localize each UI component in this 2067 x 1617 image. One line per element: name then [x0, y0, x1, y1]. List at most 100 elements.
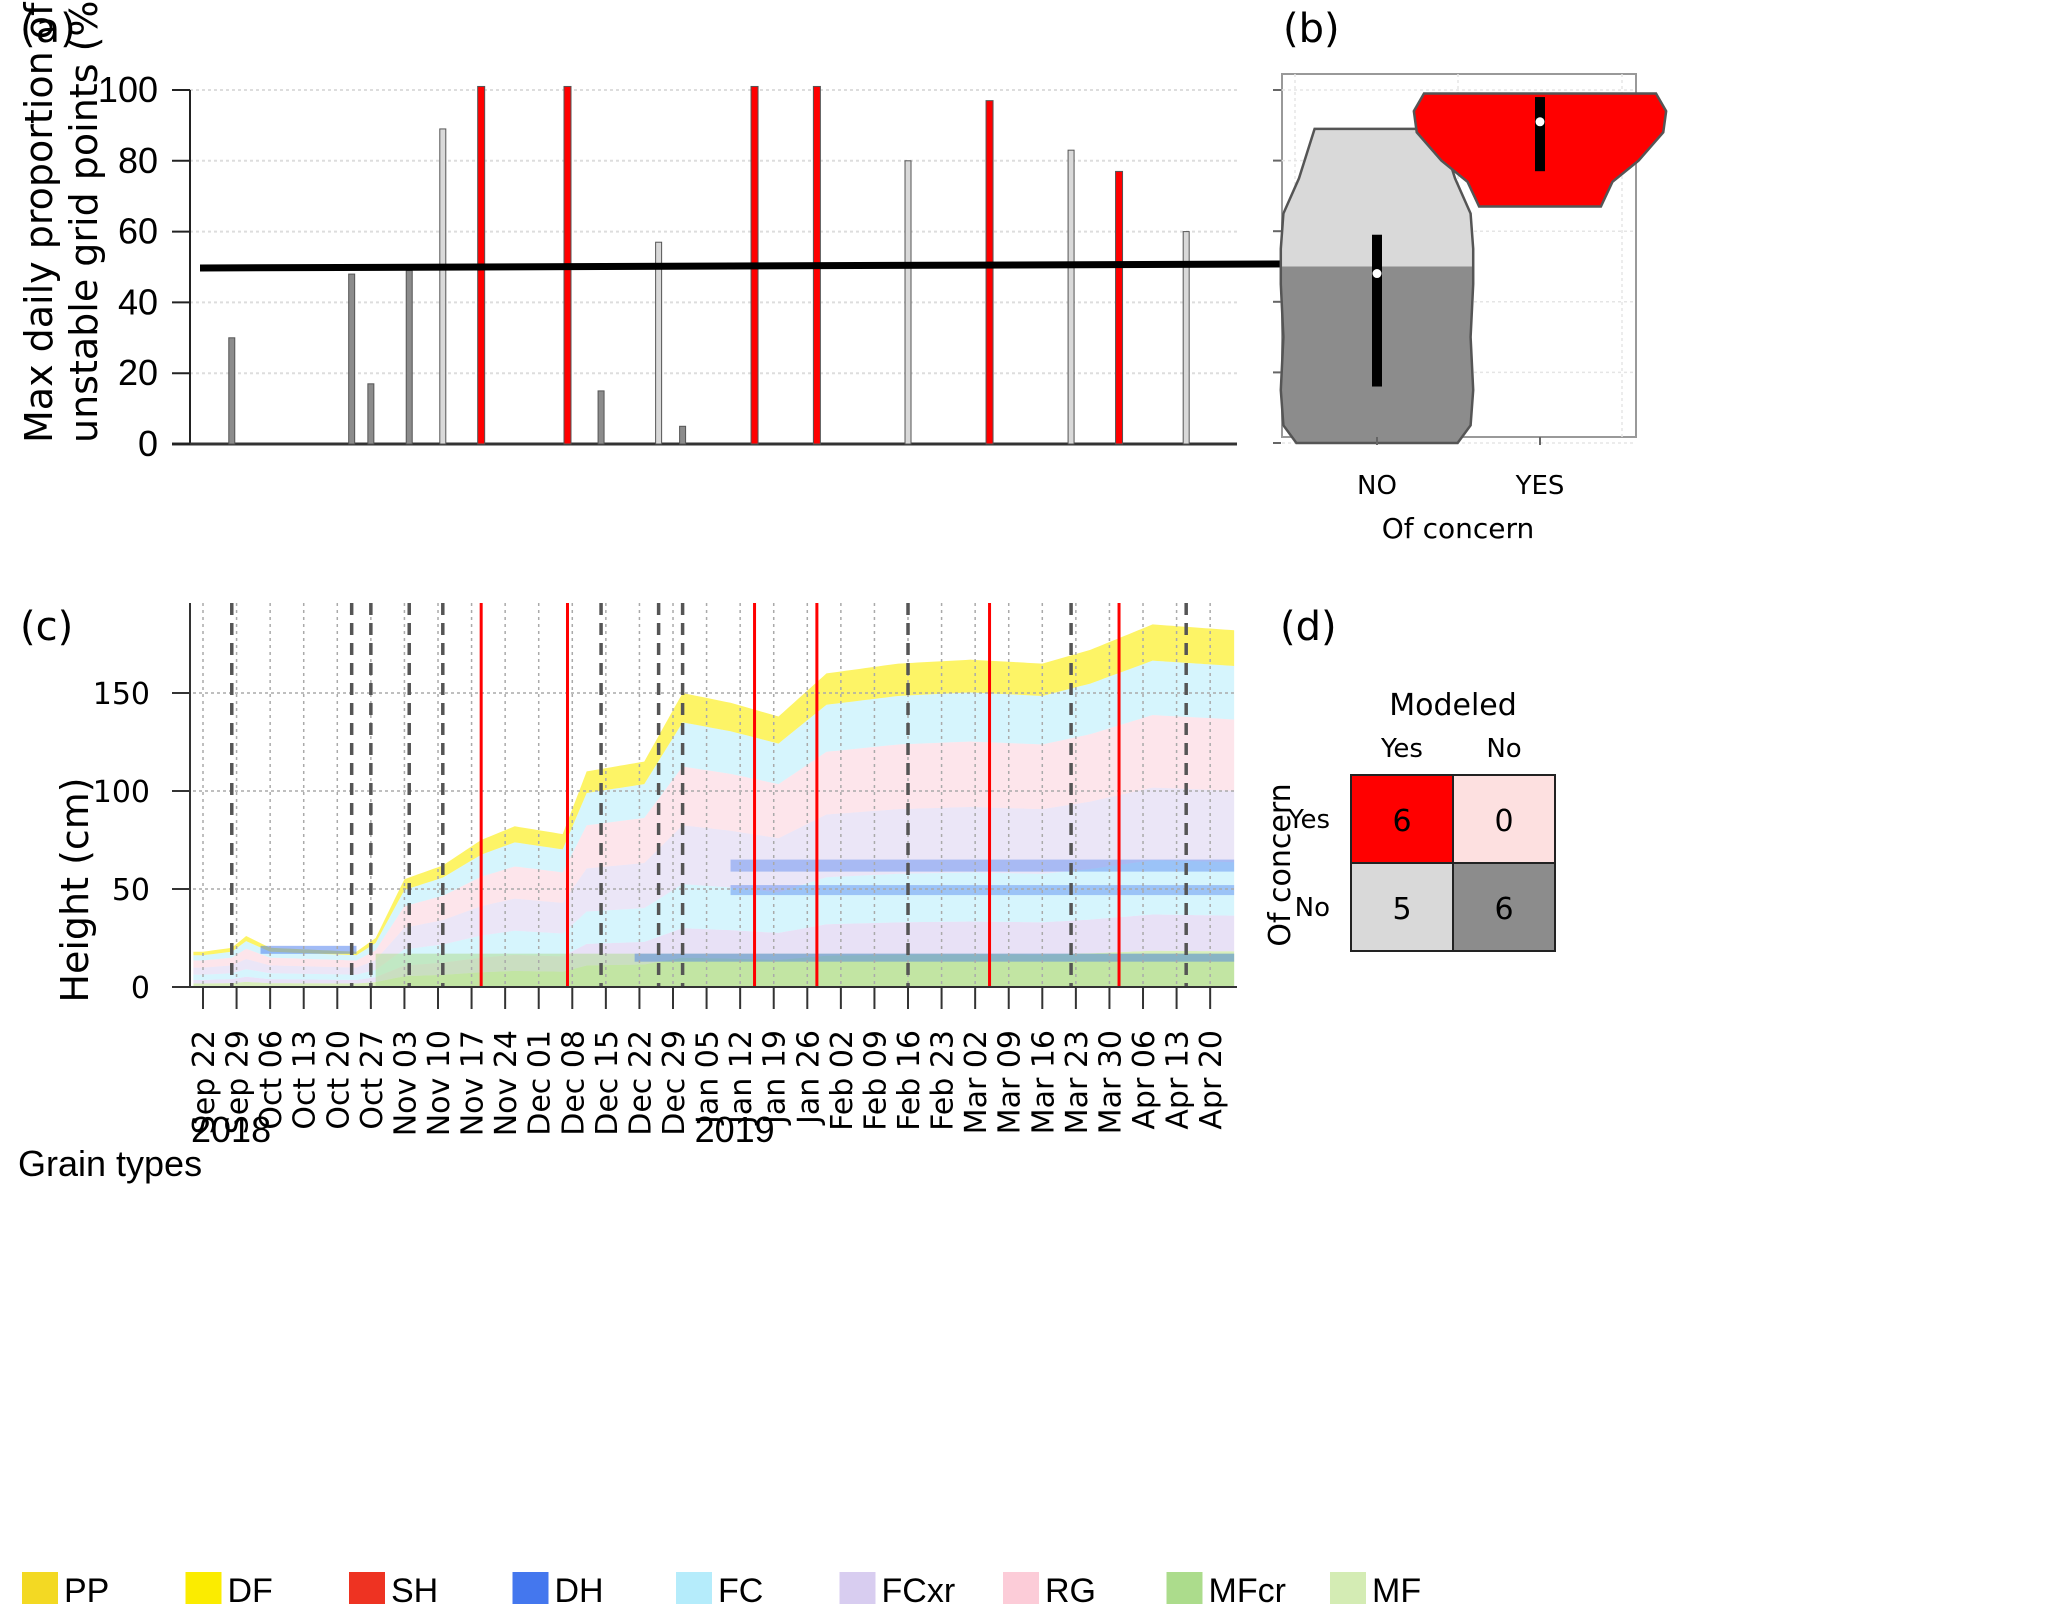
- snow-layer: [193, 624, 1235, 956]
- panel-c-xtick-label: Dec 29: [657, 1030, 692, 1136]
- matrix-cell: [1452, 862, 1556, 952]
- panel-a-ytick-label: 40: [118, 281, 158, 322]
- panel-c-xtick-label: Feb 16: [892, 1030, 927, 1131]
- matrix-cell-value: 6: [1494, 892, 1513, 927]
- legend-swatch-dh: [512, 1572, 549, 1604]
- panel-c-xtick-label: Apr 13: [1161, 1030, 1196, 1130]
- panel-c-xtick-label: Jan 19: [758, 1030, 793, 1126]
- panel-c-xtick-label: Dec 22: [623, 1030, 658, 1136]
- legend-label-df: DF: [228, 1572, 273, 1610]
- violin-no-box: [1372, 234, 1382, 387]
- panel-c-xtick-label: Jan 12: [724, 1030, 759, 1126]
- panel-c-xtick-label: Oct 27: [355, 1030, 390, 1130]
- legend-swatch-rg: [1003, 1572, 1039, 1604]
- panel-a-bar: [679, 425, 687, 445]
- violin-no-upper: [1280, 128, 1474, 267]
- legend-title: Grain types: [18, 1143, 202, 1184]
- matrix-cell-value: 5: [1392, 892, 1411, 927]
- panel-c-xtick-label: Apr 20: [1194, 1030, 1229, 1130]
- panel-b-violin-chart: NO YES Of concern: [1273, 73, 1668, 545]
- legend-label-mf: MF: [1372, 1572, 1421, 1610]
- panel-label-d: (d): [1280, 604, 1337, 650]
- panel-label-c: (c): [20, 604, 73, 650]
- panel-a-bar: [985, 100, 994, 445]
- panel-a-ylabel-line2: unstable grid points (%): [62, 0, 106, 443]
- panel-c-xtick-label: Mar 30: [1093, 1030, 1128, 1134]
- panel-c-year-label: 2019: [695, 1109, 775, 1150]
- panel-c-xtick-label: Mar 16: [1026, 1030, 1061, 1134]
- violin-yes-box: [1535, 97, 1545, 172]
- matrix-row-label-yes: Yes: [1287, 805, 1330, 835]
- panel-a-ytick-label: 20: [118, 352, 158, 393]
- panel-a-bar: [655, 241, 663, 445]
- panel-c-xtick-label: Apr 06: [1127, 1030, 1162, 1130]
- snow-layer-dh: [730, 885, 1235, 896]
- panel-c-year-label: 2018: [191, 1109, 271, 1150]
- panel-a-bar: [348, 273, 356, 445]
- panel-a-bar: [597, 390, 605, 445]
- panel-c-ytick-label: 100: [93, 775, 150, 810]
- panel-c-xtick-label: Sep 29: [221, 1030, 256, 1134]
- panel-c-xtick-label: Dec 01: [523, 1030, 558, 1136]
- legend-swatch-sh: [349, 1572, 385, 1604]
- panel-c-xtick-label: Jan 26: [791, 1030, 826, 1126]
- panel-b-xtick-yes: YES: [1515, 471, 1565, 501]
- panel-c-xtick-label: Mar 23: [1060, 1030, 1095, 1134]
- panel-c-xtick-label: Nov 10: [422, 1030, 457, 1136]
- panel-c-xtick-label: Feb 02: [825, 1030, 860, 1131]
- panel-a-bar: [405, 270, 413, 445]
- violin-yes-median: [1535, 117, 1545, 127]
- snow-layer: [193, 860, 1235, 980]
- legend-label-fcxr: FCxr: [882, 1572, 956, 1610]
- panel-c-xtick-label: Dec 15: [590, 1030, 625, 1136]
- panel-a-bar: [904, 160, 912, 445]
- matrix-row-label-no: No: [1295, 893, 1330, 923]
- panel-b-xtick-no: NO: [1357, 471, 1397, 501]
- panel-a-bar: [1182, 231, 1190, 445]
- panel-label-a: (a): [20, 6, 76, 52]
- matrix-cell: [1452, 774, 1556, 864]
- violin-no-median: [1372, 269, 1382, 279]
- panel-c-xtick-label: Mar 09: [993, 1030, 1028, 1134]
- panel-c-xtick-label: Feb 23: [926, 1030, 961, 1131]
- panel-c-xtick-label: Mar 02: [959, 1030, 994, 1134]
- panel-c-xtick-label: Oct 20: [321, 1030, 356, 1130]
- legend-swatch-fcxr: [839, 1572, 876, 1604]
- legend-swatch-mf: [1330, 1572, 1366, 1604]
- panel-c-xtick-label: Jan 05: [691, 1030, 726, 1126]
- matrix-cell-value: 6: [1392, 804, 1411, 839]
- panel-a-bar: [1067, 149, 1075, 445]
- panel-c-xtick-label: Dec 08: [556, 1030, 591, 1136]
- snow-layer: [193, 660, 1235, 961]
- panel-c-xtick-label: Sep 22: [187, 1030, 222, 1134]
- panel-c-xtick-label: Nov 17: [456, 1030, 491, 1136]
- panel-a-ytick-label: 0: [138, 423, 158, 464]
- legend-label-fc: FC: [718, 1572, 763, 1610]
- legend-label-mfcr: MFcr: [1209, 1572, 1286, 1610]
- panel-c-ytick-label: 0: [131, 971, 150, 1006]
- snow-layer-dh: [260, 945, 357, 954]
- panel-c-xtick-label: Nov 24: [489, 1030, 524, 1136]
- panel-c-ylabel: Height (cm): [53, 777, 97, 1002]
- panel-c-xtick-label: Oct 06: [254, 1030, 289, 1130]
- matrix-cell-value: 0: [1494, 804, 1513, 839]
- panel-c-ytick-label: 150: [93, 677, 150, 712]
- panel-a-bar: [367, 383, 375, 445]
- matrix-title: Modeled: [1389, 688, 1517, 723]
- panel-c-ytick-label: 50: [112, 873, 150, 908]
- panel-c-xtick-label: Feb 09: [858, 1030, 893, 1131]
- panel-a-ytick-label: 80: [118, 140, 158, 181]
- legend-swatch-fc: [676, 1572, 712, 1604]
- panel-b-xlabel: Of concern: [1382, 512, 1534, 545]
- snow-layer: [193, 787, 1235, 975]
- matrix-row-title: Of concern: [1263, 783, 1298, 946]
- legend-label-pp: PP: [64, 1572, 109, 1610]
- panel-c-xtick-label: Oct 13: [288, 1030, 323, 1130]
- panel-a-bar: [1115, 170, 1124, 445]
- panel-d-confusion-matrix: Modeled Yes No Of concern Yes No 6 0 5 6: [1263, 688, 1556, 952]
- legend-label-dh: DH: [555, 1572, 604, 1610]
- matrix-col-label-yes: Yes: [1380, 734, 1423, 764]
- grain-type-legend: Grain types PP DF SH DH FC FCxr RG MFcr MF: [18, 1143, 1421, 1610]
